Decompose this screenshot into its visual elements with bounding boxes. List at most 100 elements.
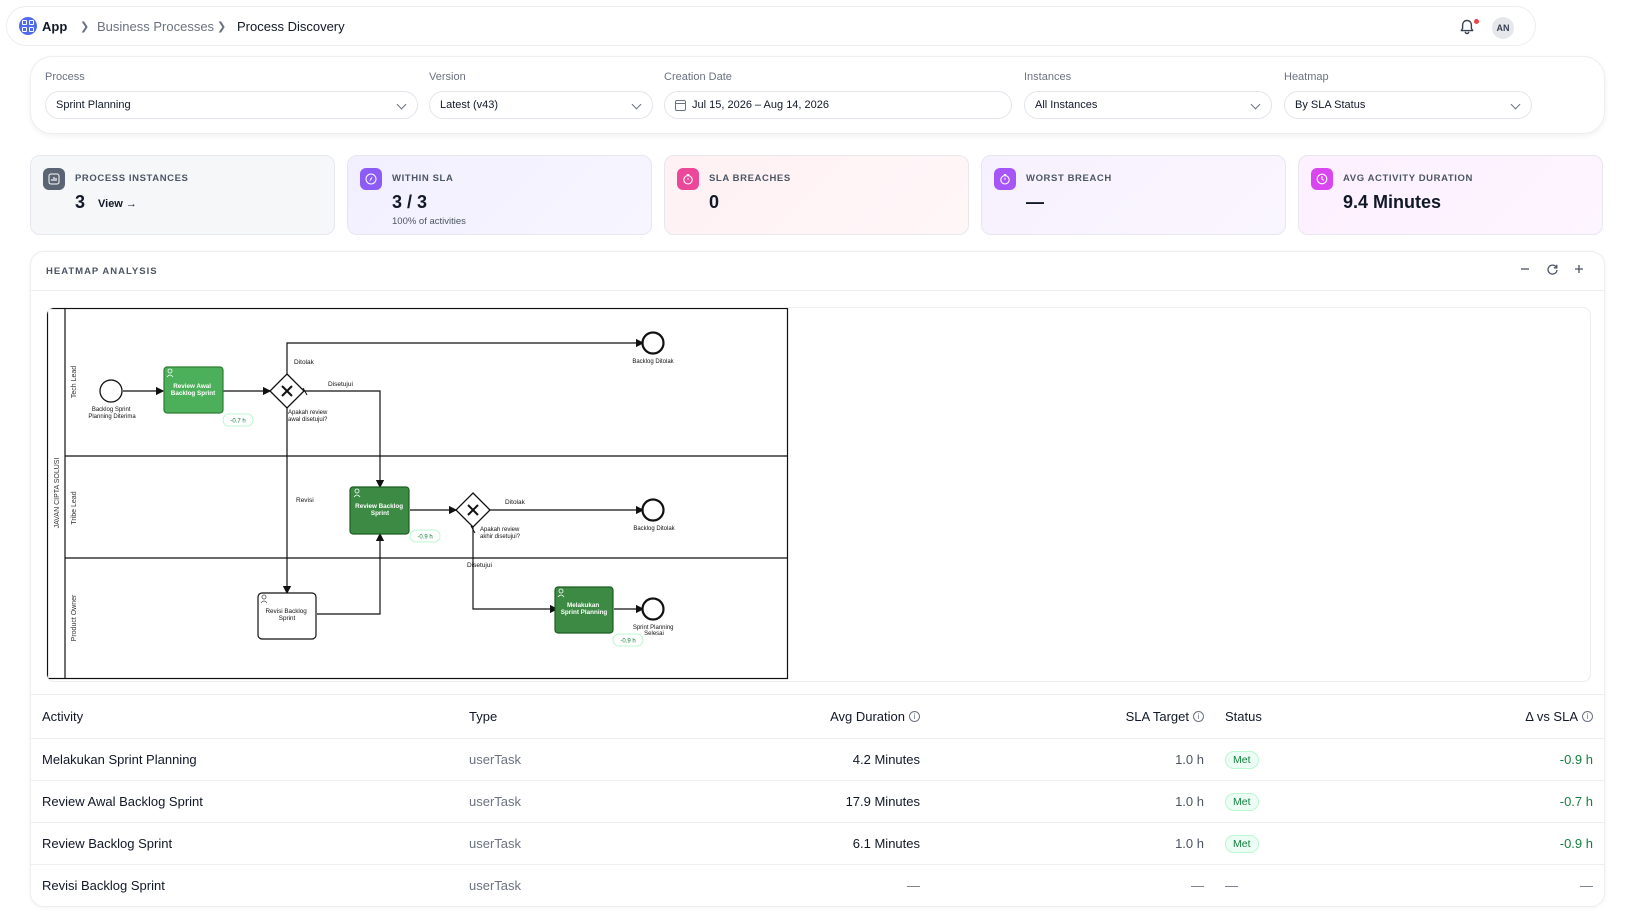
cell-delta: -0.7 h bbox=[1559, 794, 1593, 809]
heatmap-canvas[interactable]: JAVAN CIPTA SOLUSI Tech Lead Tribe Lead … bbox=[46, 307, 1591, 682]
default-flow-marker bbox=[470, 525, 476, 534]
kpi-value: — bbox=[1026, 192, 1044, 212]
cell-status: Met bbox=[1225, 823, 1259, 864]
gateway-label: Apakah review bbox=[288, 410, 328, 416]
task-review-backlog[interactable]: Review Backlog Sprint bbox=[349, 486, 410, 535]
info-icon[interactable]: i bbox=[1193, 711, 1204, 722]
bpmn-diagram: JAVAN CIPTA SOLUSI Tech Lead Tribe Lead … bbox=[47, 308, 789, 680]
version-select[interactable]: Latest (v43) bbox=[429, 91, 653, 119]
end-event-rejected[interactable] bbox=[641, 331, 665, 355]
chevron-down-icon bbox=[1250, 99, 1261, 110]
cell-type: userTask bbox=[469, 878, 522, 893]
user-icon bbox=[353, 488, 361, 498]
end-event-label: Selesai bbox=[644, 631, 664, 637]
kpi-process-instances: PROCESS INSTANCES 3 View → bbox=[30, 155, 335, 235]
default-flow-marker bbox=[302, 387, 308, 396]
zoom-in-icon[interactable] bbox=[1570, 260, 1588, 278]
kpi-label: SLA BREACHES bbox=[709, 173, 791, 184]
flow-label-ditolak: Ditolak bbox=[505, 499, 526, 506]
gateway-label: Apakah review bbox=[480, 527, 520, 533]
cell-sla-target: 1.0 h bbox=[1175, 836, 1204, 851]
column-header-label: Avg Duration bbox=[830, 709, 905, 724]
gateway-exclusive[interactable] bbox=[269, 373, 305, 409]
column-header-activity[interactable]: Activity bbox=[42, 709, 84, 724]
kpi-label: WORST BREACH bbox=[1026, 173, 1112, 184]
reset-view-icon[interactable] bbox=[1543, 260, 1561, 278]
svg-text:Review Backlog Sprin: Review Backlog Sprint bbox=[355, 503, 405, 517]
kpi-value: 3 / 3 bbox=[392, 192, 428, 212]
gateway-exclusive[interactable] bbox=[455, 492, 491, 528]
stopwatch-icon bbox=[994, 168, 1016, 190]
status-badge: Met bbox=[1225, 750, 1259, 769]
end-event-label: Sprint Planning bbox=[633, 625, 674, 631]
user-avatar[interactable]: AN bbox=[1492, 17, 1514, 39]
column-header-status[interactable]: Status bbox=[1225, 709, 1262, 724]
bar-chart-icon bbox=[43, 168, 65, 190]
breadcrumb-app[interactable]: App bbox=[42, 19, 68, 34]
chevron-right-icon: ❯ bbox=[217, 21, 227, 33]
task-label: Sprint Planning bbox=[561, 609, 608, 616]
svg-text:Revisi Backlog Sprin: Revisi Backlog Sprint bbox=[265, 608, 308, 622]
start-event[interactable] bbox=[99, 379, 123, 403]
table-header: Activity Type Avg Duration i SLA Target i … bbox=[31, 694, 1604, 738]
cell-type: userTask bbox=[469, 794, 522, 809]
info-icon[interactable]: i bbox=[1582, 711, 1593, 722]
column-header-type[interactable]: Type bbox=[469, 709, 498, 724]
cell-sla-target: 1.0 h bbox=[1175, 752, 1204, 767]
column-header-sla-target[interactable]: SLA Target i bbox=[1126, 695, 1204, 738]
info-icon[interactable]: i bbox=[909, 711, 920, 722]
gateway-label: akhir disetujui? bbox=[480, 534, 521, 540]
task-revisi-backlog[interactable]: Revisi Backlog Sprint bbox=[257, 592, 317, 640]
version-select-value: Latest (v43) bbox=[440, 99, 499, 111]
pool-label: JAVAN CIPTA SOLUSI bbox=[54, 458, 61, 529]
delta-badge-label: -0.9 h bbox=[417, 535, 432, 541]
table-row[interactable]: Melakukan Sprint Planning userTask 4.2 M… bbox=[31, 738, 1604, 780]
table-row[interactable]: Review Awal Backlog Sprint userTask 17.9… bbox=[31, 780, 1604, 822]
heatmap-select-value: By SLA Status bbox=[1295, 99, 1366, 111]
app-grid-icon[interactable] bbox=[19, 17, 37, 35]
process-select[interactable]: Sprint Planning bbox=[45, 91, 418, 119]
svg-text:Backlog Sprint Plannin: Backlog Sprint Planning Diterima bbox=[88, 407, 136, 420]
heatmap-select[interactable]: By SLA Status bbox=[1284, 91, 1532, 119]
cell-activity: Review Backlog Sprint bbox=[42, 836, 173, 851]
compass-icon bbox=[360, 168, 382, 190]
cell-avg-duration: 6.1 Minutes bbox=[852, 836, 920, 851]
stopwatch-icon bbox=[677, 168, 699, 190]
flow-label-revisi: Revisi bbox=[296, 497, 314, 504]
gateway-label: awal disetujui? bbox=[288, 417, 328, 423]
view-instances-link[interactable]: View → bbox=[98, 198, 137, 210]
divider bbox=[31, 290, 1604, 291]
cell-type: userTask bbox=[469, 752, 522, 767]
instances-select[interactable]: All Instances bbox=[1024, 91, 1272, 119]
heatmap-panel: HEATMAP ANALYSIS JAVAN CIPTA SOLUSI Tech… bbox=[30, 251, 1605, 907]
column-header-delta[interactable]: Δ vs SLA i bbox=[1525, 695, 1593, 738]
process-filter-label: Process bbox=[45, 71, 85, 83]
zoom-out-icon[interactable] bbox=[1516, 260, 1534, 278]
panel-title: HEATMAP ANALYSIS bbox=[46, 266, 158, 277]
task-label: Backlog Sprint bbox=[171, 390, 216, 397]
chevron-right-icon: ❯ bbox=[80, 21, 90, 33]
task-label: Revisi Backlog bbox=[265, 608, 307, 615]
task-melakukan-sprint-planning[interactable]: Melakukan Sprint Planning bbox=[554, 586, 614, 634]
date-range-picker[interactable]: Jul 15, 2026 – Aug 14, 2026 bbox=[664, 91, 1012, 119]
sequence-flows bbox=[123, 338, 645, 615]
cell-avg-duration: 17.9 Minutes bbox=[845, 794, 920, 809]
flow-label-disetujui: Disetujui bbox=[328, 381, 353, 388]
heatmap-filter-label: Heatmap bbox=[1284, 71, 1329, 83]
svg-text:Apakah review akhir di: Apakah review akhir disetujui? bbox=[480, 527, 521, 540]
end-event-rejected[interactable] bbox=[641, 498, 665, 522]
breadcrumb-business-processes[interactable]: Business Processes bbox=[97, 19, 215, 34]
table-row[interactable]: Review Backlog Sprint userTask 6.1 Minut… bbox=[31, 822, 1604, 864]
cell-type: userTask bbox=[469, 836, 522, 851]
column-header-avg-duration[interactable]: Avg Duration i bbox=[830, 695, 920, 738]
table-row[interactable]: Revisi Backlog Sprint userTask — — — — bbox=[31, 864, 1604, 906]
delta-badge-label: -0.7 h bbox=[230, 419, 245, 425]
kpi-worst-breach: WORST BREACH — bbox=[981, 155, 1286, 235]
task-review-awal[interactable]: Review Awal Backlog Sprint bbox=[163, 366, 224, 414]
notification-bell-icon[interactable] bbox=[1458, 18, 1476, 36]
start-event-label: Backlog Sprint bbox=[92, 407, 131, 413]
end-event-done[interactable] bbox=[641, 597, 665, 621]
process-filter: Process Sprint Planning bbox=[45, 71, 418, 119]
lane-label-tech-lead: Tech Lead bbox=[71, 366, 78, 398]
activity-table: Activity Type Avg Duration i SLA Target i … bbox=[31, 694, 1604, 906]
